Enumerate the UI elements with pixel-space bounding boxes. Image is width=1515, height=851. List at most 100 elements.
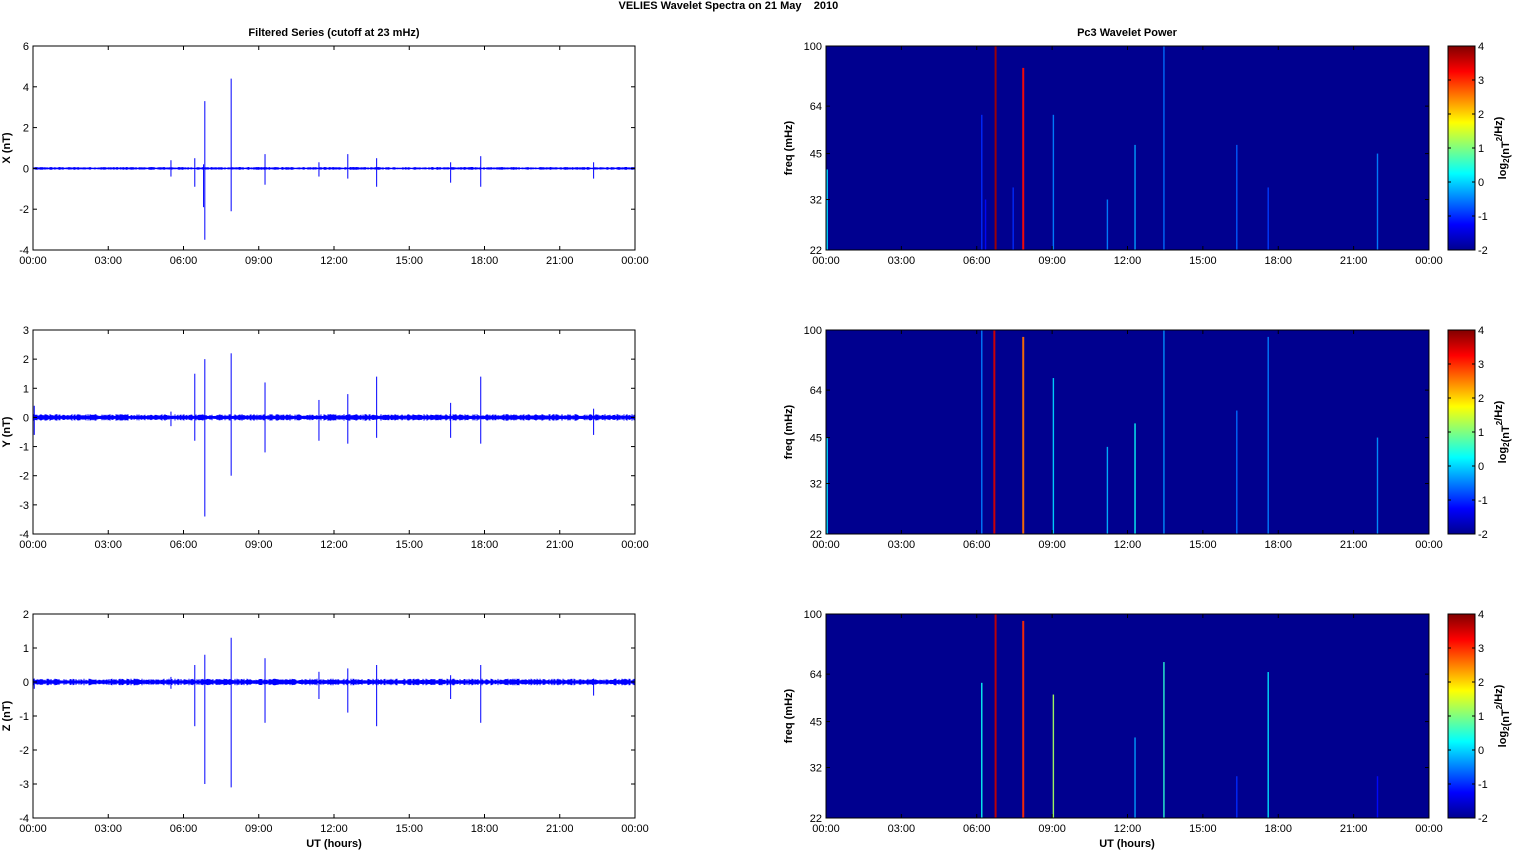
- y-tick-label: 4: [23, 82, 29, 94]
- heatmap-background: [826, 614, 1429, 818]
- colorbar-label: log2(nT2/Hz): [1493, 116, 1512, 179]
- power-streak: [1106, 199, 1109, 250]
- colorbar-gradient: [1447, 613, 1476, 819]
- y-tick-label: -4: [19, 813, 29, 825]
- series-line: [33, 678, 635, 686]
- y-axis-label: Z (nT): [1, 700, 13, 731]
- x-tick-label: 00:00: [621, 539, 649, 551]
- x-tick-label: 00:00: [621, 255, 649, 267]
- y-tick-label: 2: [23, 609, 29, 621]
- x-tick-label: 00:00: [1415, 539, 1443, 551]
- y-tick-label: -2: [19, 204, 29, 216]
- x-tick-label: 15:00: [395, 539, 423, 551]
- power-streak: [1236, 410, 1238, 534]
- x-tick-label: 21:00: [546, 255, 574, 267]
- x-tick-label: 03:00: [94, 539, 122, 551]
- power-streak: [826, 169, 828, 250]
- x-tick-label: 12:00: [320, 255, 348, 267]
- colorbar-tick-label: 3: [1478, 75, 1484, 87]
- y-tick-label: 2: [23, 354, 29, 366]
- x-tick-label: 09:00: [245, 539, 273, 551]
- power-streak: [993, 330, 996, 534]
- y-tick-label: -4: [19, 529, 29, 541]
- power-streak: [1236, 776, 1238, 818]
- x-tick-label: 18:00: [1264, 539, 1292, 551]
- power-streak: [981, 114, 983, 250]
- x-tick-label: 06:00: [963, 823, 991, 835]
- suptitle-left: VELIES Wavelet Spectra on 21 May: [619, 0, 803, 12]
- colorbar-tick-label: 2: [1478, 677, 1484, 689]
- colorbar-tick-label: 4: [1478, 41, 1484, 53]
- x-tick-label: 12:00: [1114, 823, 1142, 835]
- x-tick-label: 00:00: [19, 539, 47, 551]
- colorbar-tick-label: 3: [1478, 359, 1484, 371]
- y-tick-label: 22: [810, 813, 822, 825]
- colorbar-tick-label: 1: [1478, 711, 1484, 723]
- right-column-title: Pc3 Wavelet Power: [1077, 27, 1178, 39]
- y-axis-label: freq (mHz): [783, 404, 795, 459]
- x-tick-label: 00:00: [812, 539, 840, 551]
- x-tick-label: 15:00: [395, 823, 423, 835]
- x-tick-label: 18:00: [1264, 823, 1292, 835]
- power-streak: [994, 46, 997, 250]
- y-tick-label: 100: [804, 41, 822, 53]
- x-tick-label: 09:00: [1038, 255, 1066, 267]
- y-tick-label: 45: [810, 717, 822, 729]
- x-tick-label: 00:00: [19, 255, 47, 267]
- x-tick-label: 03:00: [888, 823, 916, 835]
- power-streak: [826, 437, 828, 534]
- x-tick-label: 09:00: [1038, 539, 1066, 551]
- colorbar-label: log2(nT2/Hz): [1493, 684, 1512, 747]
- colorbar-tick-label: 0: [1478, 177, 1484, 189]
- y-tick-label: -2: [19, 745, 29, 757]
- x-tick-label: 00:00: [1415, 823, 1443, 835]
- x-tick-label: 03:00: [888, 255, 916, 267]
- y-tick-label: -1: [19, 711, 29, 723]
- power-streak: [1134, 423, 1136, 534]
- power-streak: [1163, 330, 1165, 534]
- wavelet-panel-z: 22 32 45 64 100 00:00 03:00 06:00 09:00 12:00 15:0…: [783, 609, 1443, 835]
- colorbar-label: log2(nT2/Hz): [1493, 400, 1512, 463]
- series-line: [33, 414, 635, 421]
- x-axis-label-left: UT (hours): [306, 838, 362, 850]
- colorbar-tick-label: 4: [1478, 325, 1484, 337]
- x-tick-label: 15:00: [1189, 539, 1217, 551]
- colorbar: 4 3 2 1 0 -1 -2 log2(nT2/Hz): [1447, 41, 1512, 257]
- colorbar-tick-label: -2: [1478, 813, 1488, 825]
- y-tick-label: 1: [23, 383, 29, 395]
- colorbar: 4 3 2 1 0 -1 -2 log2(nT2/Hz): [1447, 325, 1512, 541]
- y-tick-label: 100: [804, 325, 822, 337]
- colorbar-tick-label: 4: [1478, 609, 1484, 621]
- x-tick-label: 12:00: [1114, 255, 1142, 267]
- power-streak: [1052, 694, 1055, 818]
- x-tick-label: 06:00: [170, 823, 198, 835]
- power-streak: [1236, 144, 1238, 250]
- colorbar-tick-label: 3: [1478, 643, 1484, 655]
- power-streak: [1012, 187, 1014, 250]
- y-tick-label: 32: [810, 195, 822, 207]
- x-tick-label: 15:00: [1189, 255, 1217, 267]
- y-tick-label: 64: [810, 669, 822, 681]
- x-tick-label: 00:00: [812, 823, 840, 835]
- y-tick-label: -3: [19, 500, 29, 512]
- x-tick-label: 12:00: [320, 539, 348, 551]
- power-streak: [1134, 737, 1136, 818]
- x-tick-label: 06:00: [963, 539, 991, 551]
- y-tick-label: -1: [19, 442, 29, 454]
- plot-area: [33, 614, 635, 818]
- x-tick-label: 15:00: [1189, 823, 1217, 835]
- power-streak: [1052, 378, 1055, 534]
- timeseries-panel-y: -4 -3 -2 -1 0 1 2 3 00:00 03:00 06:00 09:00 12:00 15:…: [1, 325, 649, 551]
- y-tick-label: 0: [23, 677, 29, 689]
- x-tick-label: 18:00: [471, 823, 499, 835]
- power-streak: [1134, 144, 1136, 250]
- colorbar-tick-label: 1: [1478, 427, 1484, 439]
- power-streak: [1106, 446, 1109, 534]
- colorbar-tick-label: -2: [1478, 245, 1488, 257]
- wavelet-panel-x: 22 32 45 64 100 00:00 03:00 06:00 09:00 12:00 15:0…: [783, 41, 1443, 267]
- x-tick-label: 21:00: [1340, 255, 1368, 267]
- colorbar-tick-label: 1: [1478, 143, 1484, 155]
- x-tick-label: 09:00: [1038, 823, 1066, 835]
- timeseries-panel-z: -4 -3 -2 -1 0 1 2 00:00 03:00 06:00 09:00 12:00 15:0…: [1, 609, 649, 835]
